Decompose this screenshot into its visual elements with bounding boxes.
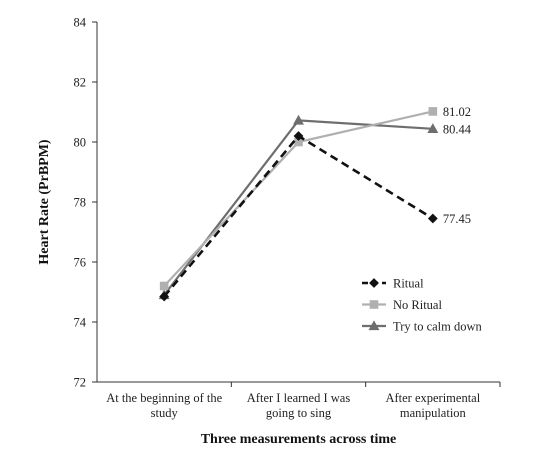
series-ritual <box>159 131 438 302</box>
legend-marker <box>368 320 380 331</box>
data-label-no-ritual: 81.02 <box>443 105 471 119</box>
x-ticks: At the beginning of the study After I lear… <box>106 382 501 420</box>
series-layer <box>158 107 439 302</box>
legend-item-try-to-calm-down: Try to calm down <box>362 320 483 334</box>
y-tick-label: 78 <box>74 196 87 210</box>
legend-item-no-ritual: No Ritual <box>362 298 442 312</box>
point-ritual <box>159 291 170 302</box>
legend-label: Ritual <box>393 277 424 291</box>
legend-label: No Ritual <box>393 298 442 312</box>
legend-label: Try to calm down <box>393 320 483 334</box>
point-no-ritual <box>159 281 169 291</box>
x-category-label: After I learned I was going to sing <box>247 391 351 420</box>
data-labels: 80.44 81.02 77.45 <box>443 105 472 226</box>
y-tick-label: 80 <box>74 136 87 150</box>
series-line-try-to-calm-down <box>163 119 433 296</box>
legend-marker <box>369 278 379 288</box>
legend-item-ritual: Ritual <box>362 277 424 291</box>
point-no-ritual <box>428 107 438 116</box>
y-tick-label: 76 <box>74 256 87 270</box>
x-category-label: After experimental manipulation <box>385 391 480 420</box>
y-tick-label: 84 <box>74 16 87 30</box>
x-axis-title: Three measurements across time <box>201 432 397 447</box>
series-line-ritual <box>163 134 434 298</box>
y-axis-title: Heart Rate (PrBPM) <box>37 139 52 264</box>
data-label-try-to-calm-down: 80.44 <box>443 122 472 136</box>
legend: Ritual No Ritual Try to calm down <box>362 277 483 334</box>
point-try-to-calm-down <box>293 114 304 125</box>
legend-marker <box>369 300 379 309</box>
point-ritual <box>427 213 438 224</box>
axes: 72 74 76 78 80 82 84 At the beginning of the st… <box>74 16 501 420</box>
y-tick-label: 82 <box>74 76 87 90</box>
x-category-label: At the beginning of the study <box>106 391 222 420</box>
data-label-ritual: 77.45 <box>443 212 471 226</box>
point-try-to-calm-down <box>427 123 439 133</box>
y-tick-label: 72 <box>74 376 87 390</box>
y-ticks: 72 74 76 78 80 82 84 <box>74 16 97 390</box>
point-ritual <box>293 131 304 141</box>
y-tick-label: 74 <box>74 316 87 330</box>
